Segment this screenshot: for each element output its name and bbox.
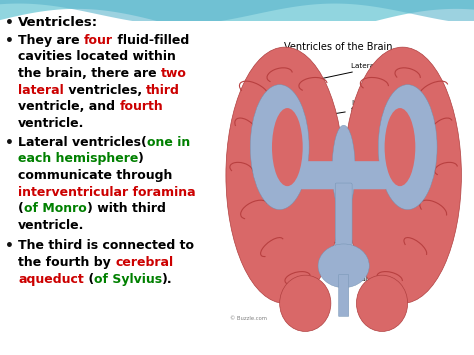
Text: (: ( [84, 273, 94, 286]
FancyBboxPatch shape [299, 161, 345, 189]
Text: © Buzzle.com: © Buzzle.com [230, 316, 267, 321]
Text: ventricle.: ventricle. [18, 219, 84, 232]
FancyBboxPatch shape [335, 183, 352, 248]
Text: fourth: fourth [119, 100, 163, 114]
Text: the fourth by: the fourth by [18, 256, 115, 269]
Text: Cerebral aqueduct: Cerebral aqueduct [290, 197, 399, 203]
Text: ventricles,: ventricles, [64, 84, 146, 97]
Text: one in: one in [147, 136, 190, 149]
Ellipse shape [344, 47, 461, 303]
Text: Ventricles:: Ventricles: [18, 16, 98, 29]
Ellipse shape [384, 108, 415, 186]
Ellipse shape [280, 275, 331, 332]
Text: each hemisphere: each hemisphere [18, 152, 138, 165]
Ellipse shape [332, 125, 355, 213]
Text: four: four [84, 34, 113, 47]
Text: ): ) [138, 152, 149, 165]
Text: ).: ). [162, 273, 173, 286]
Text: Interventricular
foramen: Interventricular foramen [294, 100, 407, 120]
Text: They are: They are [18, 34, 84, 47]
FancyBboxPatch shape [338, 274, 349, 316]
Text: ) with third: ) with third [87, 202, 165, 215]
Text: (: ( [18, 202, 24, 215]
Text: Fourth Ventricle: Fourth Ventricle [287, 231, 387, 244]
Text: Lateral ventricles(: Lateral ventricles( [18, 136, 147, 149]
Text: Lateral Ventricles: Lateral Ventricles [285, 63, 414, 86]
Text: •: • [5, 136, 14, 149]
Text: •: • [5, 16, 14, 30]
Ellipse shape [378, 84, 437, 209]
Polygon shape [0, 0, 474, 41]
Ellipse shape [272, 108, 303, 186]
Text: The third is connected to: The third is connected to [18, 239, 194, 252]
Text: interventricular foramina: interventricular foramina [18, 186, 196, 199]
Text: cavities located within: cavities located within [18, 50, 176, 64]
Text: communicate through: communicate through [18, 169, 173, 182]
Text: Central canal: Central canal [278, 270, 377, 282]
Text: fluid-filled: fluid-filled [113, 34, 189, 47]
Text: the brain, there are: the brain, there are [18, 67, 161, 80]
Text: two: two [161, 67, 187, 80]
Text: Third Ventricle: Third Ventricle [290, 150, 384, 155]
Text: ventricle, and: ventricle, and [18, 100, 119, 114]
Text: •: • [5, 34, 14, 48]
Ellipse shape [250, 84, 309, 209]
Ellipse shape [356, 275, 408, 332]
Text: Ventricles of the Brain: Ventricles of the Brain [284, 43, 393, 53]
Text: •: • [5, 239, 14, 253]
Ellipse shape [226, 47, 344, 303]
Text: third: third [146, 84, 180, 97]
Polygon shape [0, 0, 474, 25]
Text: lateral: lateral [18, 84, 64, 97]
FancyBboxPatch shape [342, 161, 388, 189]
Text: of Sylvius: of Sylvius [94, 273, 162, 286]
Text: cerebral: cerebral [115, 256, 173, 269]
Ellipse shape [318, 244, 369, 288]
Text: ventricle.: ventricle. [18, 117, 84, 130]
Text: of Monro: of Monro [24, 202, 87, 215]
Text: aqueduct: aqueduct [18, 273, 84, 286]
